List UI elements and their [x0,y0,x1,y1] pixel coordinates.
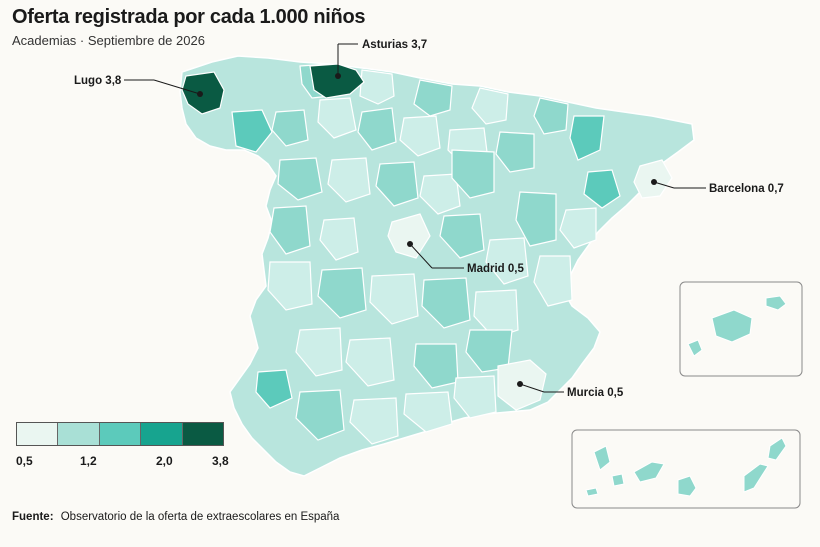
chart-title: Oferta registrada por cada 1.000 niños [12,6,366,28]
province-patch [533,255,573,307]
province-patch [465,329,513,373]
chart-subtitle: Academias · Septiembre de 2026 [12,33,205,48]
province-patch [231,109,273,153]
province-patch [255,369,293,409]
canary-inset [571,429,801,509]
province-patch [349,397,399,445]
province-layer [181,63,673,445]
balearic-inset-frame [679,281,803,377]
province-patch [439,213,485,259]
callout-dot-murcia [517,381,523,387]
province-patch [375,161,419,207]
legend-label: 3,8 [212,454,229,468]
province-patch [413,343,459,389]
legend-label: 0,5 [16,454,33,468]
callout-dot-asturias [335,73,341,79]
province-patch [569,115,605,161]
province-patch [295,389,345,441]
legend-label: 2,0 [156,454,173,468]
province-patch [369,273,419,325]
callout-murcia: Murcia 0,5 [567,387,624,399]
province-patch [413,79,453,117]
legend-swatch [17,423,59,445]
island-menorca [765,295,787,311]
province-patch [359,69,395,105]
balearic-inset [679,281,803,377]
callout-line-murcia [519,383,545,393]
island-el-hierro [585,487,599,497]
source-text: Observatorio de la oferta de extraescola… [60,511,340,523]
canary-inset-frame [571,429,801,509]
province-patch [403,391,453,433]
province-asturias[interactable] [309,63,365,99]
island-la-palma [593,445,611,471]
callout-dot-lugo [197,91,203,97]
province-patch [277,157,323,201]
source-note: Fuente: Observatorio de la oferta de ext… [12,511,339,523]
legend-swatch [182,423,224,445]
island-mallorca [711,309,753,343]
callout-line-barcelona [653,181,675,189]
legend-label: 1,2 [80,454,97,468]
province-patch [451,149,495,199]
province-patch [485,237,529,285]
province-patch [271,109,309,147]
province-patch [269,205,311,255]
callout-madrid: Madrid 0,5 [467,263,524,275]
province-patch [559,207,597,249]
province-patch [495,131,535,173]
province-patch [419,173,461,215]
legend-color-bar [16,422,224,446]
province-patch [319,217,359,261]
island-fuerteventura [743,463,769,493]
province-patch [317,267,367,319]
legend-swatch [99,423,142,445]
island-ibiza [687,339,703,357]
province-patch [453,375,497,419]
province-patch [345,337,395,387]
province-patch [295,327,343,377]
province-lugo[interactable] [181,71,225,115]
callout-barcelona: Barcelona 0,7 [709,183,784,195]
province-patch [515,191,557,247]
callout-layer: Lugo 3,8 Asturias 3,7 Barcelona 0,7 Madr… [74,39,784,399]
province-madrid[interactable] [387,213,431,259]
province-patch [327,157,371,203]
province-patch [583,169,621,209]
callout-line-lugo [153,79,201,95]
province-patch [267,261,313,311]
province-patch [357,107,397,151]
callout-line-madrid [409,243,433,269]
province-patch [317,97,357,139]
island-lanzarote [767,437,787,461]
province-barcelona[interactable] [633,159,673,199]
legend-labels: 0,5 1,2 2,0 3,8 [16,454,236,470]
island-tenerife [633,461,665,483]
province-patch [533,97,569,135]
island-la-gomera [611,473,625,487]
province-patch [421,277,471,329]
province-patch [399,115,441,157]
callout-asturias: Asturias 3,7 [362,39,427,51]
province-patch [471,87,509,125]
color-legend: 0,5 1,2 2,0 3,8 [16,422,236,470]
legend-swatch [58,423,100,445]
legend-swatch [141,423,183,445]
callout-dot-barcelona [651,179,657,185]
callout-dot-madrid [407,241,413,247]
island-gran-canaria [677,475,697,497]
callout-lugo: Lugo 3,8 [74,75,122,87]
source-label: Fuente: [12,511,54,523]
